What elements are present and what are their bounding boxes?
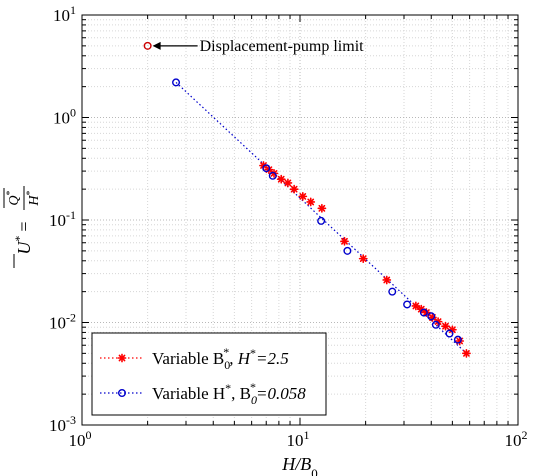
legend-box bbox=[91, 332, 327, 416]
data-point-star bbox=[340, 236, 349, 246]
y-tick-label: 10-2 bbox=[49, 311, 76, 333]
y-tick-label: 100 bbox=[53, 106, 76, 128]
data-point-circle bbox=[427, 312, 436, 321]
star-stroke bbox=[284, 179, 292, 187]
legend-label: Variable H*, B0*=0.058 bbox=[152, 380, 306, 407]
data-point-star bbox=[462, 348, 471, 358]
y-tick-labels: 10-3 10-2 10-1 100 101 bbox=[49, 3, 76, 435]
data-point-circle bbox=[419, 308, 428, 317]
data-point-star bbox=[283, 178, 293, 188]
y-label-numerator: Q* bbox=[5, 190, 23, 205]
data-point-circle bbox=[172, 78, 181, 87]
star-stroke bbox=[412, 302, 420, 310]
annotation-text: Displacement-pump limit bbox=[200, 38, 365, 55]
annotation-marker bbox=[143, 41, 152, 50]
data-point-star bbox=[358, 254, 368, 264]
data-point-circle bbox=[268, 171, 277, 180]
legend-marker-circle bbox=[117, 389, 126, 398]
star-stroke bbox=[423, 309, 430, 316]
data-point-star bbox=[317, 203, 327, 213]
star-stroke bbox=[463, 349, 470, 357]
legend-label: Variable B0*, H*=2.5 bbox=[152, 345, 289, 372]
data-point-star bbox=[382, 275, 392, 285]
star-stroke bbox=[417, 305, 425, 313]
star-stroke bbox=[448, 326, 456, 334]
svg-text:U*=: U*= bbox=[12, 221, 34, 254]
star-stroke bbox=[290, 185, 298, 193]
data-point-circle bbox=[453, 335, 462, 344]
star-stroke bbox=[299, 192, 307, 200]
y-tick-label: 101 bbox=[53, 3, 76, 25]
data-point-circle bbox=[431, 320, 440, 329]
data-point-star bbox=[276, 174, 286, 184]
y-label-denominator: H* bbox=[25, 190, 43, 206]
data-point-star bbox=[289, 184, 299, 194]
y-axis-label: U*= Q*H* bbox=[3, 186, 43, 268]
data-point-circle bbox=[317, 216, 326, 225]
star-stroke bbox=[359, 255, 367, 263]
data-point-star bbox=[411, 301, 421, 311]
star-stroke bbox=[307, 198, 315, 206]
series-marks bbox=[172, 78, 471, 358]
legend-marker-star bbox=[117, 353, 127, 363]
star-stroke bbox=[442, 322, 449, 330]
data-point-circle bbox=[403, 300, 412, 309]
x-tick-label: 101 bbox=[287, 428, 310, 450]
data-point-circle bbox=[388, 287, 397, 296]
data-point-star bbox=[298, 191, 308, 201]
star-stroke bbox=[318, 204, 326, 212]
star-stroke bbox=[383, 276, 391, 284]
data-point-star bbox=[306, 197, 316, 207]
annotation: Displacement-pump limit bbox=[143, 38, 365, 55]
star-stroke bbox=[118, 354, 126, 362]
x-axis-label: H/B0 bbox=[281, 454, 318, 476]
legend: Variable B0*, H*=2.5 Variable H*, B0*=0.0… bbox=[91, 332, 327, 416]
series-2 bbox=[172, 78, 462, 344]
data-point-circle bbox=[262, 164, 271, 173]
data-point-circle bbox=[343, 246, 352, 255]
star-stroke bbox=[277, 175, 285, 183]
x-tick-label: 102 bbox=[505, 428, 528, 450]
data-point-circle bbox=[445, 329, 454, 338]
star-stroke bbox=[341, 237, 348, 245]
axis-ticks bbox=[81, 14, 519, 426]
x-tick-label: 100 bbox=[69, 428, 92, 450]
x-tick-labels: 100 101 102 bbox=[69, 428, 528, 450]
y-tick-label: 10-1 bbox=[49, 208, 76, 230]
data-point-star bbox=[441, 321, 450, 331]
annotation-arrow-head bbox=[152, 41, 161, 50]
y-tick-label: 10-3 bbox=[49, 413, 76, 435]
